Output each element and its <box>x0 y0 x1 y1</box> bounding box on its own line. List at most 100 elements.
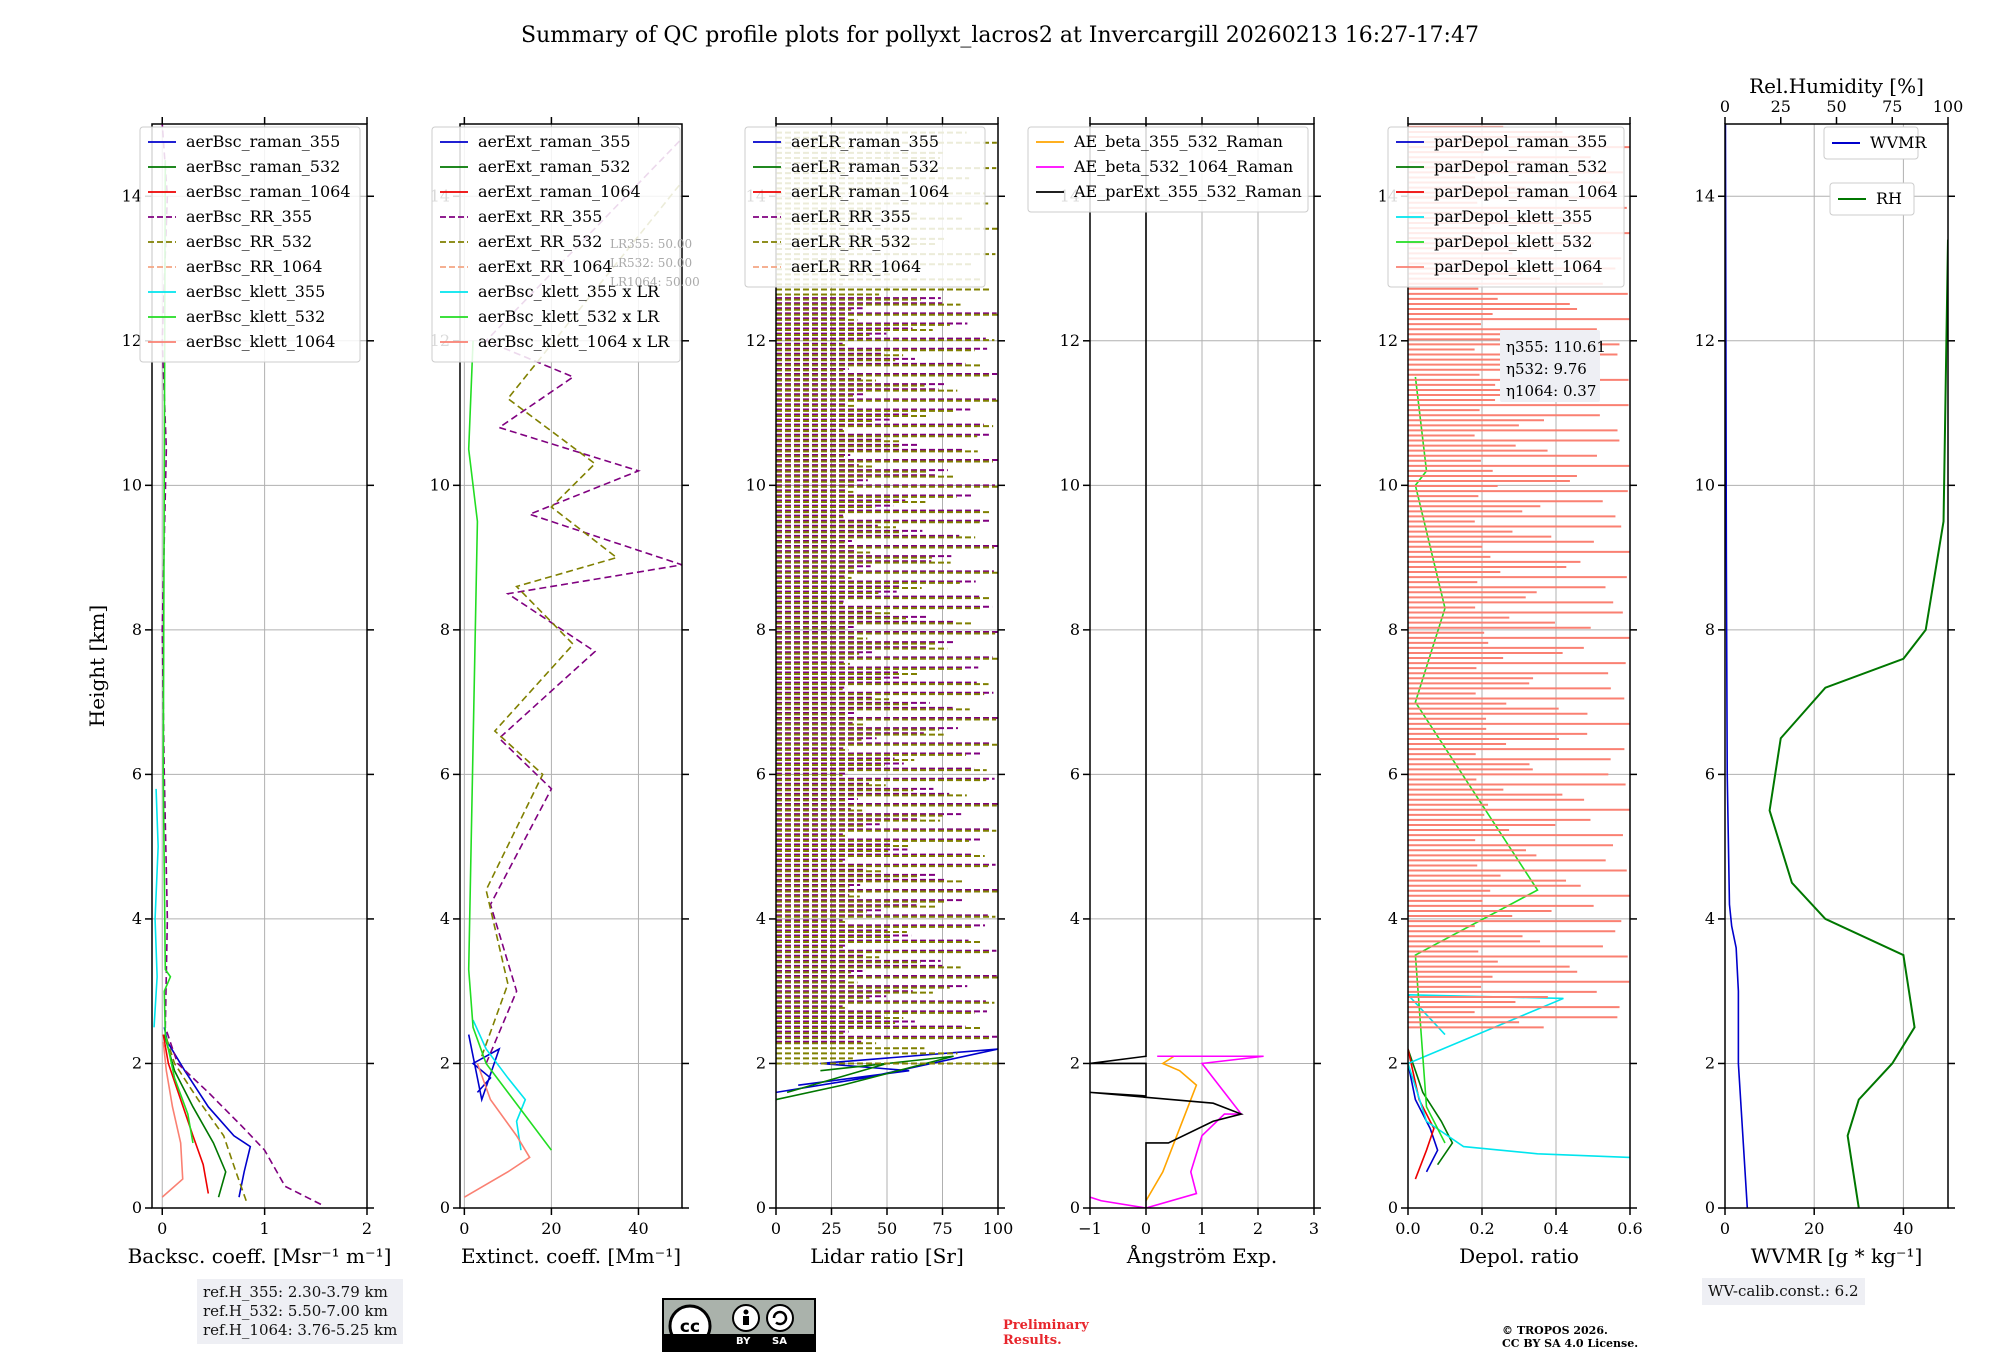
y-tick-label: 2 <box>1388 1053 1398 1072</box>
y-tick-label: 2 <box>1070 1053 1080 1072</box>
cc-license-badge: cc BY SA <box>662 1298 816 1352</box>
lidar-ratio-entry: LR355: 50.00 <box>610 237 692 251</box>
y-tick-label: 4 <box>756 909 766 928</box>
lidar-ratio-box: LR355: 50.00 LR532: 50.00 LR1064: 50.00 <box>610 237 700 289</box>
legend-entry: aerExt_RR_1064 <box>478 257 613 276</box>
legend-entry: aerBsc_RR_1064 <box>186 257 322 276</box>
x-tick-label: 0.4 <box>1543 1219 1568 1238</box>
legend-entry: aerExt_raman_532 <box>478 157 631 176</box>
y-tick-label: 4 <box>1070 909 1080 928</box>
y-tick-label: 4 <box>1705 909 1715 928</box>
legend-box <box>139 126 361 363</box>
y-tick-label: 12 <box>1695 331 1715 350</box>
legend: aerLR_raman_355 aerLR_raman_532 aerLR_rama… <box>744 126 986 288</box>
y-tick-label: 8 <box>132 620 142 639</box>
legend: WVMR RH <box>1823 126 1927 216</box>
y-tick-label: 2 <box>756 1053 766 1072</box>
legend-entry: aerExt_raman_355 <box>478 132 631 151</box>
svg-text:cc: cc <box>680 1317 700 1336</box>
y-tick-label: 10 <box>746 475 766 494</box>
y-tick-label: 8 <box>1070 620 1080 639</box>
y-tick-label: 4 <box>1388 909 1398 928</box>
y-tick-label: 12 <box>1060 331 1080 350</box>
series-aerBsc_raman_1064 <box>162 1034 210 1194</box>
series-aerBsc_klett_532 <box>162 160 194 1144</box>
legend-entry: AE_beta_355_532_Raman <box>1073 132 1283 151</box>
x2-axis-label: Rel.Humidity [%] <box>1749 74 1924 98</box>
axes-frame <box>1407 123 1631 1209</box>
y-axis-label: Height [km] <box>85 605 109 727</box>
eta-entry: η532: 9.76 <box>1506 360 1587 378</box>
panel-lidar-ratio: 024681012140255075100Lidar ratio [Sr]aer… <box>744 117 1013 1268</box>
legend-entry: aerLR_RR_355 <box>791 207 911 226</box>
y-tick-label: 8 <box>1705 620 1715 639</box>
y-tick-label: 6 <box>1388 764 1398 783</box>
x2-tick-label: 75 <box>1882 97 1902 116</box>
y-tick-label: 2 <box>1705 1053 1715 1072</box>
legend-entry: parDepol_raman_355 <box>1434 132 1607 151</box>
series-parDepol_raman_532 <box>1408 1048 1454 1166</box>
x-tick-label: 20 <box>1804 1219 1824 1238</box>
x-tick-label: 1 <box>1197 1219 1207 1238</box>
eta-entry: η355: 110.61 <box>1506 338 1606 356</box>
y-tick-label: 10 <box>1695 475 1715 494</box>
wv-calib-text: WV-calib.const.: 6.2 <box>1708 1282 1859 1300</box>
legend-entry: AE_beta_532_1064_Raman <box>1073 157 1293 176</box>
y-tick-label: 6 <box>1705 764 1715 783</box>
y-tick-label: 8 <box>1388 620 1398 639</box>
x-tick-label: 0 <box>1141 1219 1151 1238</box>
legend-entry: RH <box>1876 189 1902 208</box>
y-tick-label: 0 <box>756 1198 766 1217</box>
series-parDepol_raman_1064 <box>1408 1048 1435 1180</box>
legend-entry: aerLR_raman_532 <box>791 157 939 176</box>
series-aerExt_raman_355 <box>467 1034 501 1103</box>
axes-frame <box>1724 123 1949 1209</box>
legend-entry: aerLR_raman_355 <box>791 132 939 151</box>
x2-tick-label: 100 <box>1933 97 1964 116</box>
preliminary-line-1: Preliminary <box>1003 1318 1089 1333</box>
legend-entry: aerBsc_raman_355 <box>186 132 340 151</box>
x-axis-label: Lidar ratio [Sr] <box>810 1244 964 1268</box>
series-RH <box>1768 239 1948 1208</box>
y-tick-label: 0 <box>132 1198 142 1217</box>
x-tick-label: 0 <box>771 1219 781 1238</box>
series-aerBsc_raman_532 <box>163 1034 227 1198</box>
x-tick-label: −1 <box>1078 1219 1102 1238</box>
legend-entry: parDepol_raman_1064 <box>1434 182 1618 201</box>
x-tick-label: 2 <box>1253 1219 1263 1238</box>
y-tick-label: 10 <box>1060 475 1080 494</box>
series-aerBsc_klett_532 x LR <box>467 340 553 1151</box>
legend-entry: aerExt_RR_532 <box>478 232 602 251</box>
series-aerLR_RR_355 <box>776 297 998 1043</box>
y-tick-label: 4 <box>132 909 142 928</box>
legend-entry: aerExt_RR_355 <box>478 207 602 226</box>
legend-entry: aerBsc_klett_532 x LR <box>478 307 660 326</box>
series-aerExt_RR_355 <box>484 137 682 1064</box>
y-tick-label: 4 <box>440 909 450 928</box>
legend-entry: parDepol_raman_532 <box>1434 157 1607 176</box>
y-tick-label: 10 <box>122 475 142 494</box>
cc-by-label: BY <box>736 1336 751 1347</box>
eta-box: η355: 110.61 η532: 9.76 η1064: 0.37 <box>1500 330 1606 402</box>
eta-box-bg <box>1500 330 1600 402</box>
series-aerBsc_RR_532 <box>164 1034 247 1202</box>
x-tick-label: 40 <box>1893 1219 1913 1238</box>
y-tick-label: 10 <box>1378 475 1398 494</box>
legend-box <box>1829 182 1915 216</box>
ref-h-532: ref.H_532: 5.50-7.00 km <box>203 1302 388 1320</box>
series-aerBsc_klett_1064 x LR <box>463 1063 531 1198</box>
legend-entry: aerBsc_raman_532 <box>186 157 340 176</box>
series-aerBsc_raman_355 <box>163 1027 252 1198</box>
y-tick-label: 6 <box>1070 764 1080 783</box>
x2-tick-label: 0 <box>1720 97 1730 116</box>
legend-entry: aerBsc_klett_532 <box>186 307 325 326</box>
y-tick-label: 0 <box>1705 1198 1715 1217</box>
legend-entry: aerLR_RR_1064 <box>791 257 921 276</box>
legend-entry: aerLR_RR_532 <box>791 232 911 251</box>
copyright-line-2: CC BY SA 4.0 License. <box>1502 1337 1639 1350</box>
series-AE_beta_355_532_Raman <box>1145 1055 1198 1202</box>
y-tick-label: 6 <box>440 764 450 783</box>
